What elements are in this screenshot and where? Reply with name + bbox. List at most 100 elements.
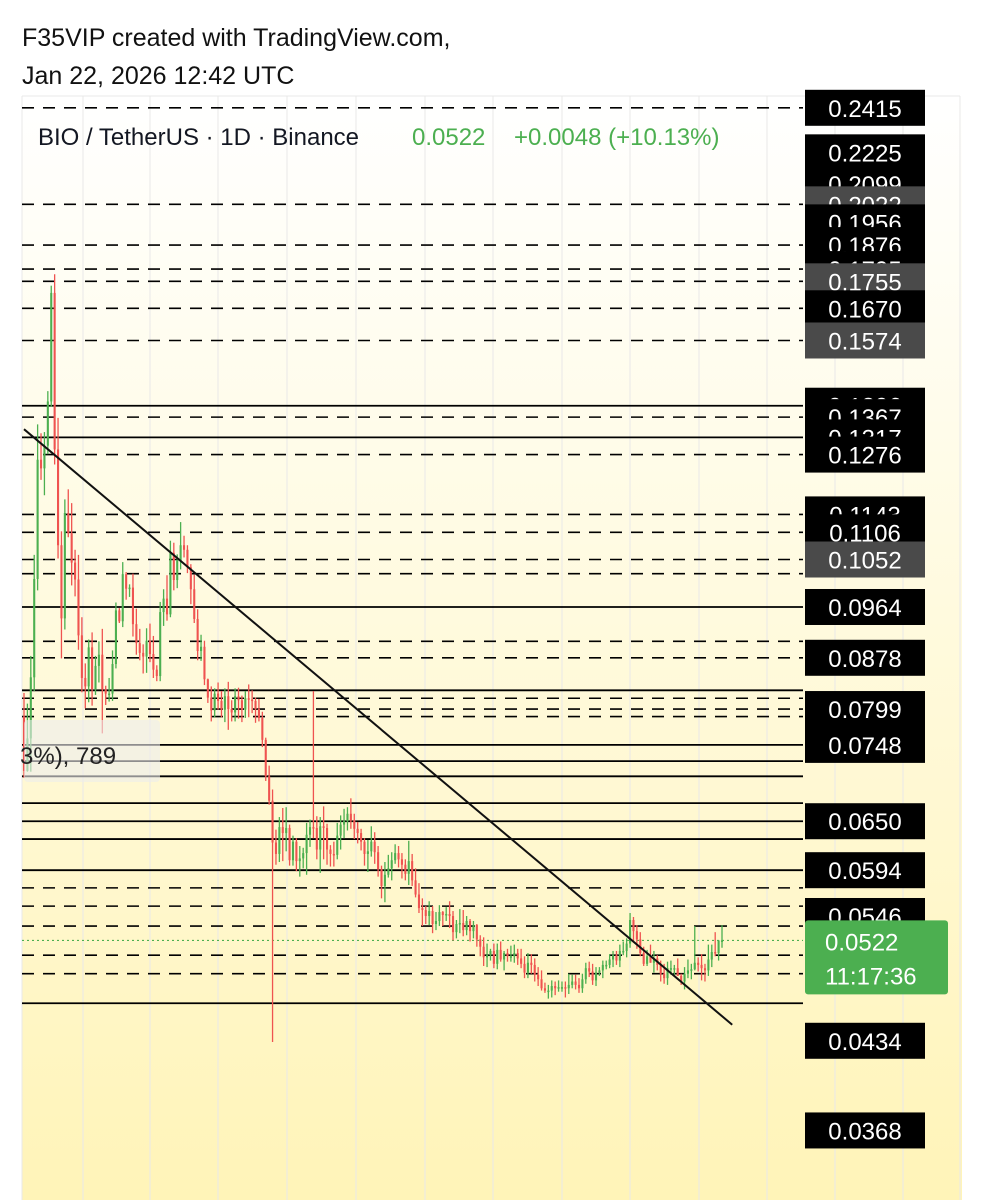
candle	[312, 690, 315, 839]
candle	[543, 982, 546, 993]
price-tick: 0.1670	[805, 290, 925, 327]
candle	[39, 433, 43, 480]
candle	[720, 925, 724, 948]
candle	[700, 954, 703, 981]
candle	[223, 688, 226, 723]
candle	[387, 854, 390, 878]
price-tick-label: 0.0748	[828, 733, 901, 760]
candle	[152, 635, 155, 678]
price-tick-label: 0.0650	[828, 809, 901, 836]
candle	[486, 943, 489, 968]
candle	[165, 575, 169, 621]
candle	[53, 274, 56, 465]
candle	[135, 608, 138, 655]
candle	[693, 926, 696, 971]
price-tick: 0.0964	[805, 588, 925, 625]
candle	[601, 960, 604, 979]
price-tick-label: 0.1276	[828, 443, 901, 470]
candle	[94, 655, 97, 695]
price-tick-label: 0.0799	[828, 697, 901, 724]
candle	[339, 815, 342, 850]
price-tick: 0.0594	[805, 852, 925, 889]
candle	[319, 817, 322, 873]
candle	[251, 690, 254, 714]
candle	[298, 846, 301, 877]
candle	[407, 840, 410, 886]
candle	[489, 948, 492, 961]
candle	[394, 844, 397, 864]
candle	[308, 819, 312, 847]
candle	[131, 573, 135, 637]
candle	[611, 950, 615, 968]
price-tick: 0.2415	[805, 89, 925, 126]
candle	[291, 835, 295, 866]
trendline[interactable]	[23, 428, 733, 1026]
candle	[349, 798, 352, 829]
price-label-text: 3%), 789	[20, 743, 116, 770]
candle	[591, 963, 594, 985]
candle	[632, 916, 635, 943]
candle	[537, 967, 540, 987]
candle	[295, 838, 298, 872]
candle	[234, 688, 237, 722]
price-tick-label: 0.1574	[828, 328, 901, 355]
price-tick: 0.1276	[805, 436, 925, 473]
candle	[366, 839, 369, 873]
candle	[697, 957, 700, 972]
price-label-box: 3%), 789	[20, 720, 160, 782]
candle	[496, 943, 499, 970]
candle	[673, 964, 676, 976]
candle	[227, 681, 230, 730]
candle	[43, 432, 46, 496]
candle	[63, 499, 66, 630]
candle	[441, 911, 444, 927]
candle	[686, 959, 690, 979]
candle	[554, 981, 557, 996]
candle	[200, 634, 203, 661]
candle	[503, 950, 506, 971]
trendline-segment[interactable]	[23, 428, 733, 1026]
candle	[567, 973, 570, 995]
candle	[36, 424, 39, 591]
candle	[264, 737, 267, 781]
candle	[46, 391, 49, 455]
candle	[186, 545, 189, 574]
candle	[155, 665, 158, 682]
candle	[108, 677, 111, 702]
candle	[346, 807, 349, 831]
header-attribution: F35VIP created with TradingView.com,	[22, 24, 451, 52]
candle	[383, 862, 386, 903]
symbol-label: BIO / TetherUS · 1D · Binance	[38, 124, 359, 151]
candle	[598, 967, 601, 976]
candle	[182, 535, 186, 558]
candle	[472, 920, 475, 939]
candle	[237, 687, 240, 719]
candle	[564, 981, 567, 998]
candle	[196, 609, 199, 661]
candles	[22, 274, 724, 1043]
candle	[547, 984, 550, 999]
candle	[172, 542, 175, 591]
candle	[550, 980, 553, 998]
candle	[274, 829, 278, 865]
candle	[574, 974, 577, 990]
candle	[288, 824, 291, 866]
candle	[424, 906, 427, 925]
legend: BIO / TetherUS · 1D · Binance 0.0522 +0.…	[38, 124, 720, 151]
price-tick-label: 0.2225	[828, 140, 901, 167]
candle	[431, 906, 434, 934]
candle	[571, 974, 574, 989]
candle	[714, 932, 717, 957]
candle	[278, 817, 281, 863]
price-tick: 0.2225	[805, 134, 925, 171]
candle	[159, 601, 162, 682]
bar-countdown: 11:17:36	[825, 963, 917, 990]
price-tick-label: 0.0878	[828, 646, 901, 673]
price-tick: 0.0368	[805, 1112, 925, 1149]
candle	[581, 973, 584, 993]
candle	[97, 641, 100, 683]
price-tick-label: 0.0964	[828, 595, 901, 622]
candle	[74, 549, 77, 597]
candle	[584, 962, 587, 984]
